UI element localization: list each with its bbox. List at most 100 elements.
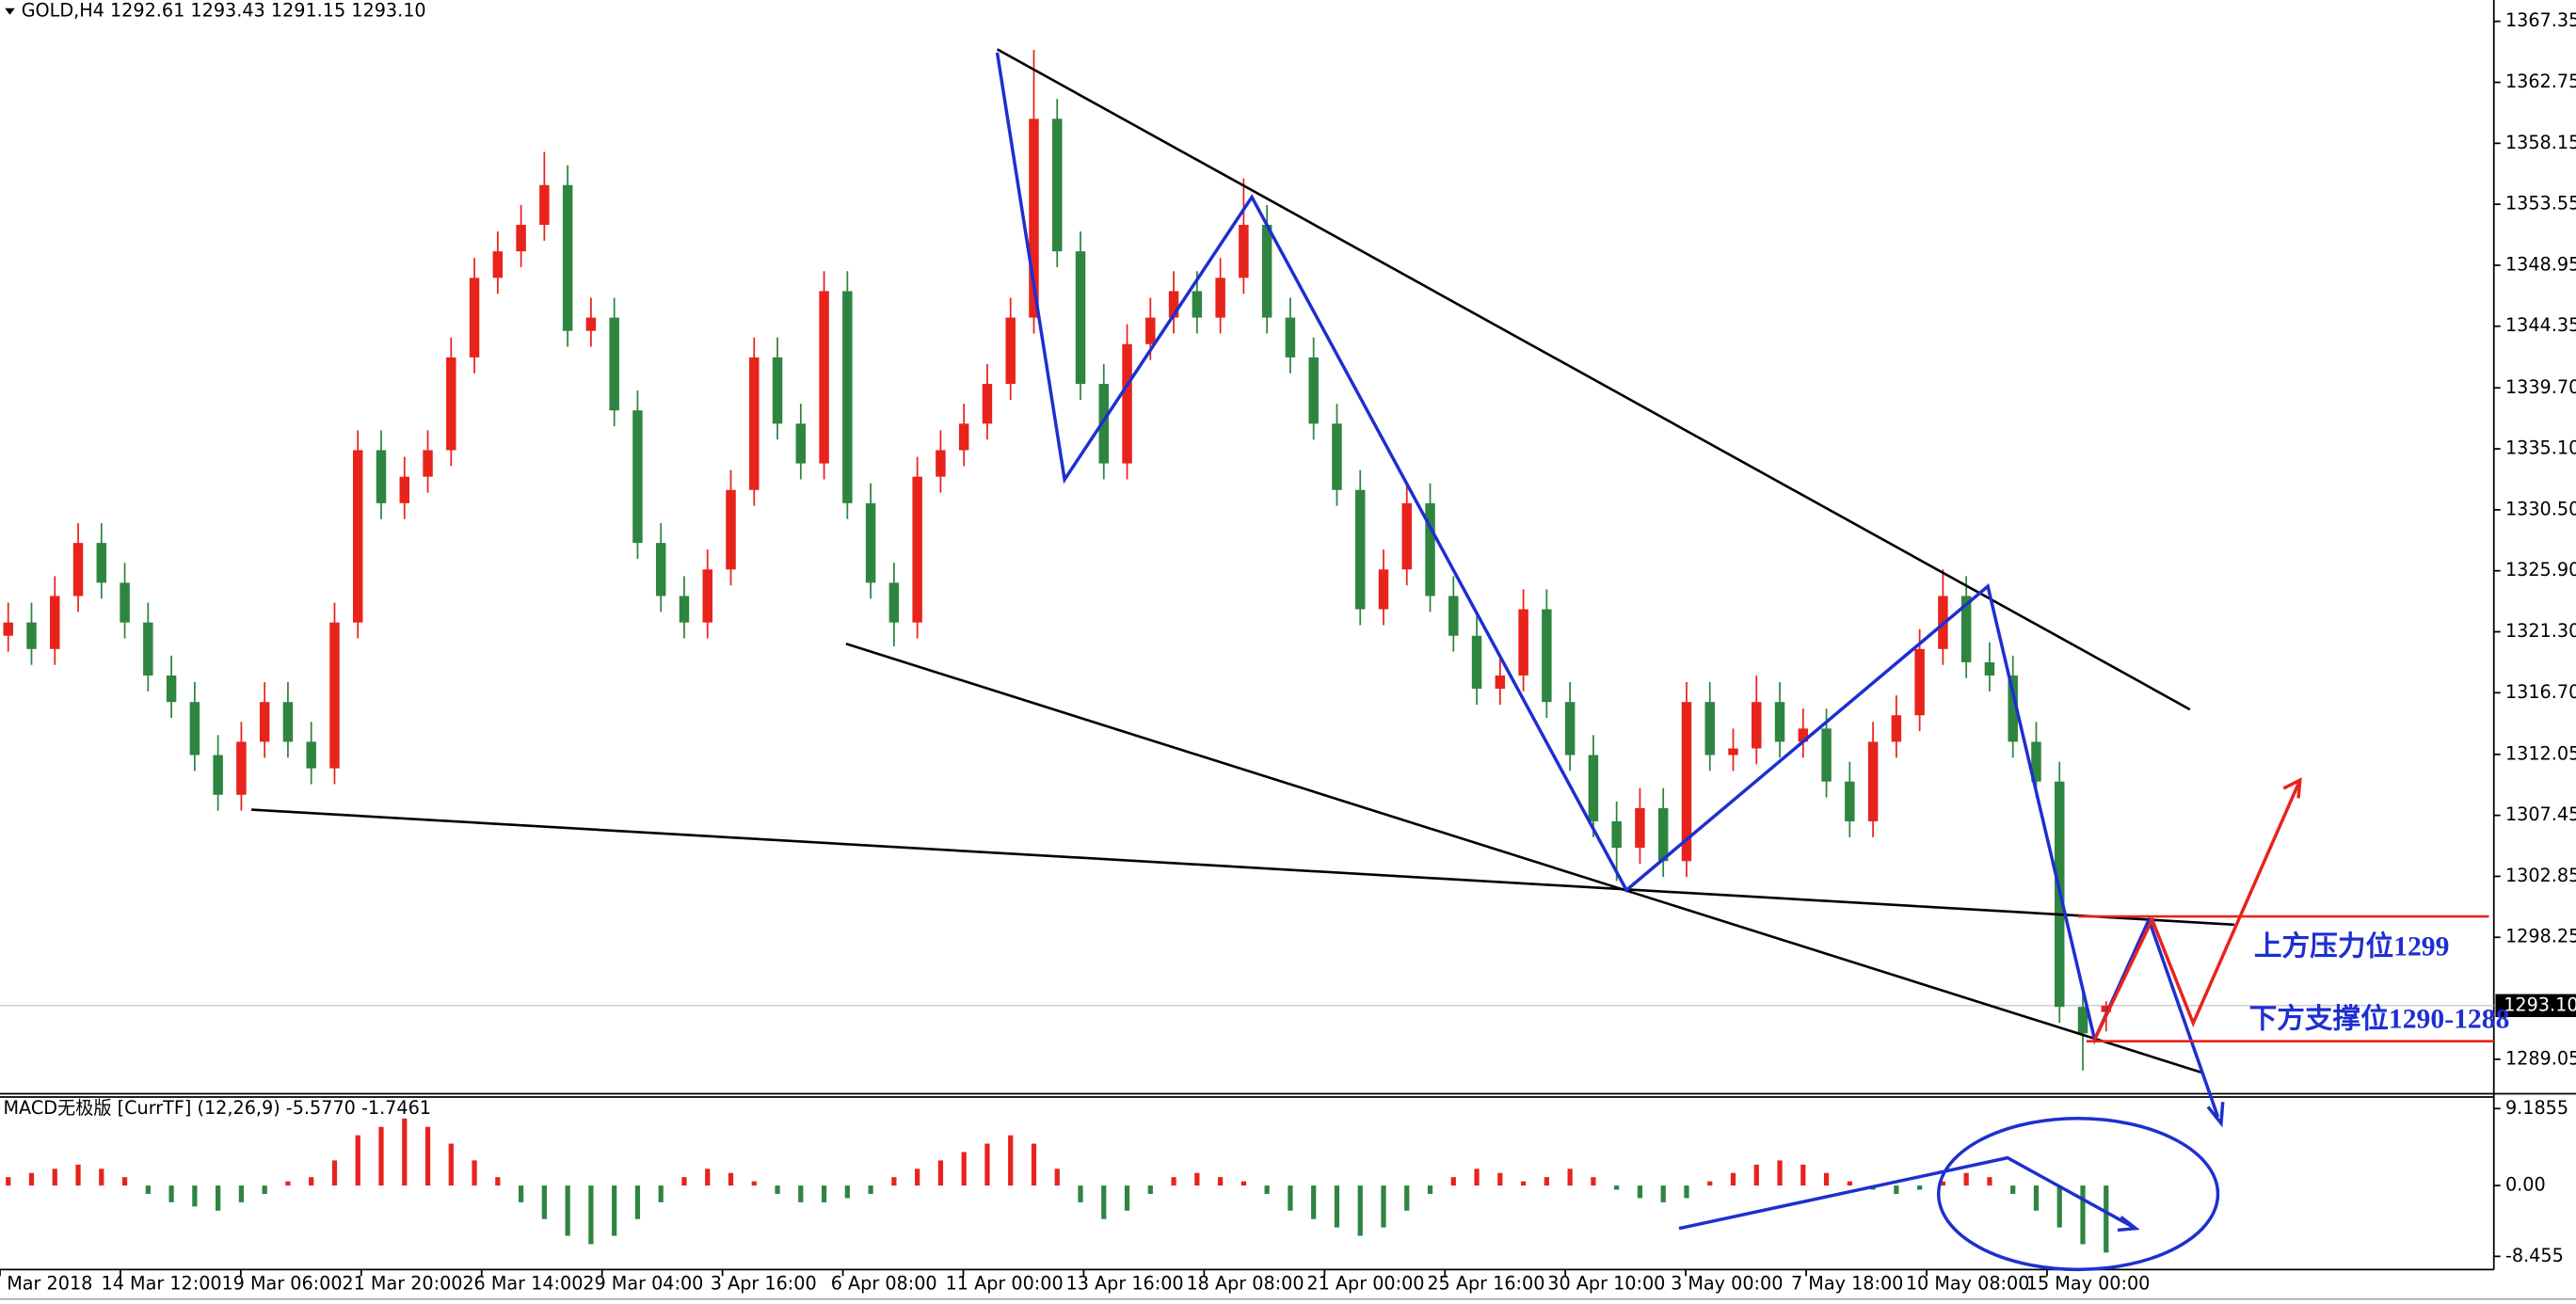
macd-bar	[2033, 1185, 2040, 1211]
macd-bar	[1334, 1185, 1340, 1228]
candle-body	[282, 702, 294, 742]
wave-line	[995, 52, 2220, 1118]
macd-bar	[1823, 1172, 1830, 1186]
macd-bar	[1963, 1172, 1969, 1186]
candle-body	[819, 291, 829, 464]
y-tick-label: 1362.75	[2505, 71, 2576, 92]
candle-body	[259, 702, 270, 742]
candle-body	[1681, 702, 1692, 862]
macd-bar	[2080, 1185, 2086, 1245]
candle-body	[399, 476, 410, 503]
macd-bar	[1008, 1135, 1014, 1186]
macd-bar	[121, 1177, 128, 1186]
candle-body	[2077, 1007, 2088, 1034]
candle-body	[726, 489, 736, 570]
macd-bar	[448, 1143, 454, 1186]
macd-bar	[1987, 1177, 1992, 1186]
candle-body	[609, 317, 619, 411]
candle-body	[469, 278, 480, 358]
macd-bar	[821, 1185, 827, 1202]
macd-y-tick-label: 9.1855	[2505, 1097, 2568, 1119]
candle-body	[1821, 728, 1832, 782]
macd-bar	[1404, 1185, 1410, 1211]
candle-body	[1867, 741, 1879, 821]
macd-bar	[378, 1126, 384, 1186]
macd-bar	[1194, 1172, 1200, 1186]
macd-bar	[285, 1181, 291, 1186]
macd-bar	[495, 1177, 501, 1186]
macd-bar	[844, 1185, 850, 1199]
macd-bar	[518, 1185, 524, 1202]
x-tick-label: 26 Mar 14:00	[462, 1273, 583, 1295]
candle-body	[2031, 741, 2041, 782]
drawings: 上方压力位1299 下方支撑位1290-1288	[250, 48, 2509, 1272]
candle-body	[936, 450, 946, 477]
macd-bar	[52, 1169, 57, 1186]
arrow-head	[2117, 1216, 2140, 1232]
x-tick-label: 21 Mar 20:00	[342, 1273, 462, 1295]
x-tick-label: 25 Apr 16:00	[1427, 1273, 1544, 1295]
candle-body	[1891, 715, 1902, 742]
candle-body	[1752, 702, 1762, 749]
macd-bar	[331, 1160, 338, 1186]
candle-body	[1005, 317, 1016, 385]
arrow-head	[2206, 1102, 2225, 1128]
candle-body	[1401, 502, 1412, 570]
menu-triangle	[5, 8, 15, 15]
x-tick-label: 29 Mar 04:00	[583, 1273, 703, 1295]
macd-bar	[1707, 1181, 1713, 1186]
y-tick-label: 1330.50	[2505, 498, 2576, 519]
candle-body	[96, 543, 107, 583]
current-price-label: 1293.10	[2504, 994, 2576, 1015]
macd-bar	[1684, 1185, 1689, 1199]
candle-body	[516, 224, 526, 252]
macd-bar	[1054, 1169, 1060, 1186]
macd-bar	[681, 1177, 687, 1186]
macd-bar	[1730, 1172, 1736, 1186]
candle-body	[1308, 357, 1319, 424]
macd-bar	[262, 1185, 267, 1194]
candle-body	[702, 569, 712, 623]
macd-bar	[798, 1185, 804, 1202]
candle-body	[888, 582, 900, 623]
candle-body	[72, 543, 84, 596]
x-tick-label: 13 Apr 16:00	[1066, 1273, 1184, 1295]
y-tick-label: 1367.35	[2505, 9, 2576, 31]
macd-bar	[1917, 1185, 1923, 1190]
macd-bar	[1357, 1185, 1363, 1236]
x-tick-label: 30 Apr 10:00	[1547, 1273, 1665, 1295]
candle-body	[236, 741, 247, 795]
y-tick-label: 1358.15	[2505, 132, 2576, 153]
macd-bar	[634, 1185, 641, 1219]
candle-body	[772, 357, 783, 424]
macd-bar	[1544, 1177, 1549, 1186]
macd-bar	[1591, 1177, 1596, 1186]
x-tick-label: 7 May 18:00	[1791, 1273, 1903, 1295]
macd-bar	[868, 1185, 873, 1194]
candle-body	[1168, 291, 1179, 318]
x-tick-label: 3 Apr 16:00	[711, 1273, 817, 1295]
macd-bar	[1031, 1143, 1037, 1186]
macd-y-tick-label: -8.455	[2505, 1245, 2564, 1266]
x-tick-label: 9 Mar 2018	[0, 1273, 92, 1295]
macd-bar	[424, 1126, 431, 1186]
macd-bar	[1753, 1164, 1759, 1186]
candle-body	[1075, 251, 1086, 385]
x-tick-label: 19 Mar 06:00	[221, 1273, 342, 1295]
current-price-box	[2495, 994, 2576, 1018]
macd-bar	[1614, 1185, 1620, 1190]
macd-bar	[216, 1185, 221, 1211]
macd-bar	[1427, 1185, 1433, 1194]
x-tick-label: 18 Apr 08:00	[1186, 1273, 1304, 1295]
macd-bar	[915, 1169, 920, 1186]
macd-bar	[402, 1118, 408, 1186]
candle-body	[1378, 569, 1389, 610]
divergence-ellipse	[1936, 1116, 2220, 1272]
macd-bar	[775, 1185, 780, 1194]
macd-bar	[1450, 1177, 1456, 1186]
candle-body	[679, 596, 690, 623]
candle-body	[1704, 702, 1715, 755]
candle-body	[1239, 224, 1249, 278]
